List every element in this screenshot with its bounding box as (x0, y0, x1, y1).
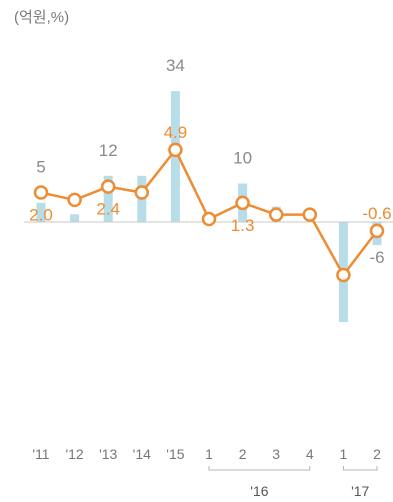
line-point-8 (302, 207, 318, 222)
bar-value-label-4: 34 (166, 56, 185, 75)
x-tick-label-8: 4 (306, 446, 314, 462)
line-point-10 (369, 223, 385, 239)
unit-label: (억원,%) (14, 9, 70, 26)
year-bracket-1 (342, 466, 378, 471)
x-tick-label-0: '11 (32, 446, 49, 462)
line-point-0 (33, 185, 49, 200)
line-point-9 (336, 267, 351, 283)
bar-2 (103, 175, 113, 222)
line-value-label-6: 1.3 (231, 216, 255, 235)
bar-value-label-6: 10 (233, 149, 252, 168)
line-point-6 (235, 195, 250, 211)
line-point-4 (168, 142, 183, 158)
line-point-3 (134, 185, 150, 200)
bar-value-label-2: 12 (99, 141, 118, 160)
bar-0 (36, 202, 46, 222)
line-value-label-0: 2.0 (29, 206, 53, 225)
x-tick-label-4: '15 (166, 446, 184, 462)
line-value-label-2: 2.4 (96, 200, 120, 219)
bar-1 (70, 214, 80, 222)
x-tick-label-5: 1 (205, 446, 213, 462)
line-point-2 (100, 179, 116, 194)
line-value-label-10: -0.6 (362, 204, 391, 223)
line-point-5 (201, 211, 217, 227)
bar-value-label-0: 5 (36, 158, 45, 177)
year-group-label-0: '16 (250, 483, 268, 499)
x-tick-label-3: '14 (133, 446, 151, 462)
x-tick-label-7: 3 (272, 446, 280, 462)
year-group-label-1: '17 (351, 483, 369, 499)
x-tick-label-9: 1 (340, 446, 348, 462)
x-tick-label-1: '12 (65, 446, 83, 462)
line-value-label-4: 4.9 (164, 123, 188, 142)
x-tick-label-2: '13 (99, 446, 117, 462)
line-point-7 (268, 207, 284, 222)
line-point-1 (67, 192, 82, 208)
bar-value-label-10: -6 (369, 248, 384, 267)
x-tick-label-10: 2 (373, 446, 381, 462)
year-bracket-0 (208, 466, 311, 471)
x-tick-label-6: 2 (239, 446, 247, 462)
